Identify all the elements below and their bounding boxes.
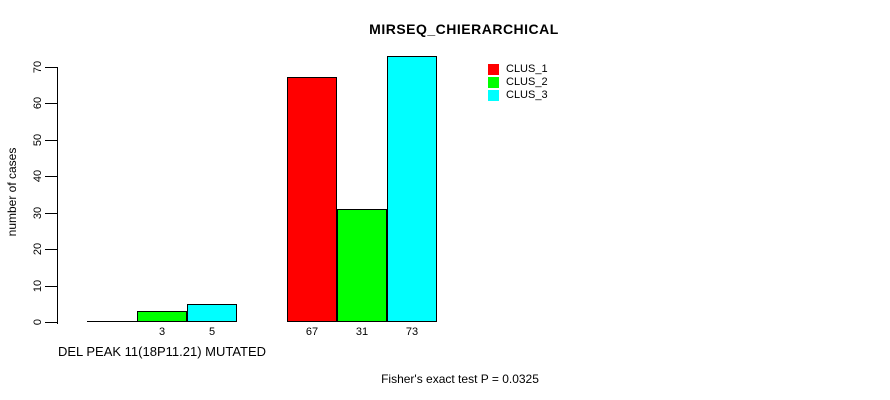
y-axis-tick-label: 0 <box>32 318 44 326</box>
legend-row: CLUS_2 <box>488 76 548 89</box>
y-axis-tick-label: 40 <box>32 169 44 183</box>
legend-label: CLUS_3 <box>506 89 548 101</box>
bar-clus_2-group2 <box>337 209 387 322</box>
legend-swatch-clus_2 <box>488 77 499 88</box>
bar-value-label: 3 <box>158 326 166 338</box>
bar-clus_1-group1-zero <box>87 321 137 322</box>
y-axis-tick <box>45 213 57 214</box>
bar-clus_3-group1 <box>187 304 237 322</box>
y-axis-tick <box>45 67 57 68</box>
y-axis-tick <box>45 286 57 287</box>
y-axis-tick-label: 20 <box>32 242 44 256</box>
annotation-text: Fisher's exact test P = 0.0325 <box>381 372 539 386</box>
y-axis-tick-label: 60 <box>32 96 44 110</box>
bar-value-label: 73 <box>405 326 419 338</box>
legend-swatch-clus_1 <box>488 64 499 75</box>
y-axis-tick-label: 30 <box>32 206 44 220</box>
legend-swatch-clus_3 <box>488 90 499 101</box>
y-axis-tick <box>45 176 57 177</box>
bar-clus_1-group2 <box>287 77 337 322</box>
y-axis-tick <box>45 322 57 323</box>
x-group-label: DEL PEAK 11(18P11.21) MUTATED <box>57 344 267 359</box>
legend-row: CLUS_3 <box>488 89 548 102</box>
y-axis-tick <box>45 103 57 104</box>
bar-value-label: 67 <box>305 326 319 338</box>
y-axis-line <box>57 67 58 324</box>
chart-title: MIRSEQ_CHIERARCHICAL <box>369 21 559 37</box>
bar-value-label: 31 <box>355 326 369 338</box>
bar-clus_3-group2 <box>387 56 437 322</box>
legend-label: CLUS_1 <box>506 63 548 75</box>
y-axis-tick-label: 70 <box>32 60 44 74</box>
y-axis-tick <box>45 140 57 141</box>
bar-value-label: 5 <box>208 326 216 338</box>
y-axis-tick-label: 50 <box>32 133 44 147</box>
y-axis-tick <box>45 249 57 250</box>
bar-clus_2-group1 <box>137 311 187 322</box>
legend-label: CLUS_2 <box>506 76 548 88</box>
y-axis-tick-label: 10 <box>32 279 44 293</box>
legend-row: CLUS_1 <box>488 63 548 76</box>
legend: CLUS_1 CLUS_2 CLUS_3 <box>488 63 548 102</box>
